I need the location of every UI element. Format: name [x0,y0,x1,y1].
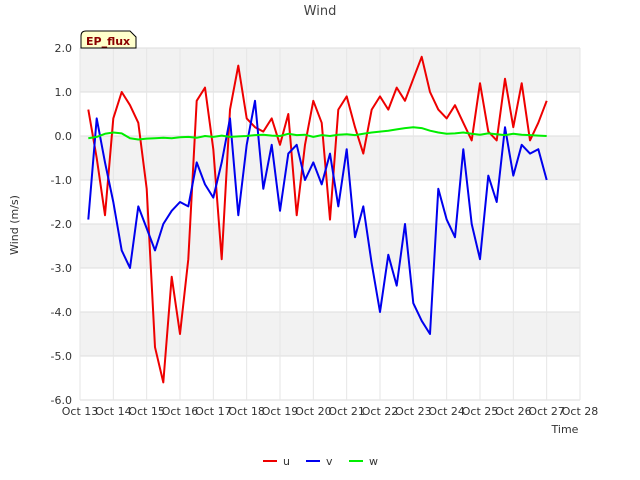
legend: u v w [263,455,378,468]
chart-title: Wind [304,4,337,19]
plot-band [80,268,580,312]
y-tick-label: 2.0 [55,42,73,55]
series-line-u [87,55,548,384]
x-tick-label: Oct 22 [362,405,399,418]
x-tick-label: Oct 21 [328,405,365,418]
x-tick-label: Oct 17 [195,405,232,418]
x-tick-label: Oct 23 [395,405,432,418]
x-tick-label: Oct 19 [262,405,299,418]
y-tick-label: 1.0 [55,86,73,99]
grid-lines [79,47,581,401]
legend-label-u: u [283,455,290,468]
badge-shape [80,30,137,49]
y-tick-label: -3.0 [51,262,72,275]
y-tick-label: -4.0 [51,306,72,319]
x-tick-label: Oct 27 [528,405,565,418]
plot-band [80,312,580,356]
series-lines [87,55,548,384]
x-tick-label: Oct 18 [228,405,265,418]
badge-label: EP_flux [86,35,130,48]
plot-band [80,92,580,136]
plot-band [80,224,580,268]
y-axis-ticks: 2.0 1.0 0.0 -1.0 -2.0 -3.0 -4.0 -5.0 -6.0 [51,42,72,407]
y-tick-label: -6.0 [51,394,72,407]
series-line-v [87,99,548,335]
y-tick-label: -5.0 [51,350,72,363]
plot-band [80,48,580,92]
series-line-w [88,126,547,141]
x-tick-label: Oct 14 [95,405,132,418]
x-tick-label: Oct 13 [62,405,99,418]
legend-label-v: v [326,455,333,468]
x-tick-label: Oct 16 [162,405,199,418]
x-tick-label: Oct 26 [495,405,532,418]
x-tick-label: Oct 28 [562,405,599,418]
legend-label-w: w [369,455,378,468]
x-tick-label: Oct 20 [295,405,332,418]
x-tick-label: Oct 15 [128,405,165,418]
y-tick-label: -2.0 [51,218,72,231]
x-tick-label: Oct 24 [428,405,465,418]
y-tick-label: 0.0 [55,130,73,143]
y-axis-label: Wind (m/s) [8,195,21,255]
dataset-badge: EP_flux [80,30,137,49]
plot-band [80,356,580,400]
x-axis-label: Time [551,423,579,436]
y-tick-label: -1.0 [51,174,72,187]
x-tick-label: Oct 25 [462,405,499,418]
